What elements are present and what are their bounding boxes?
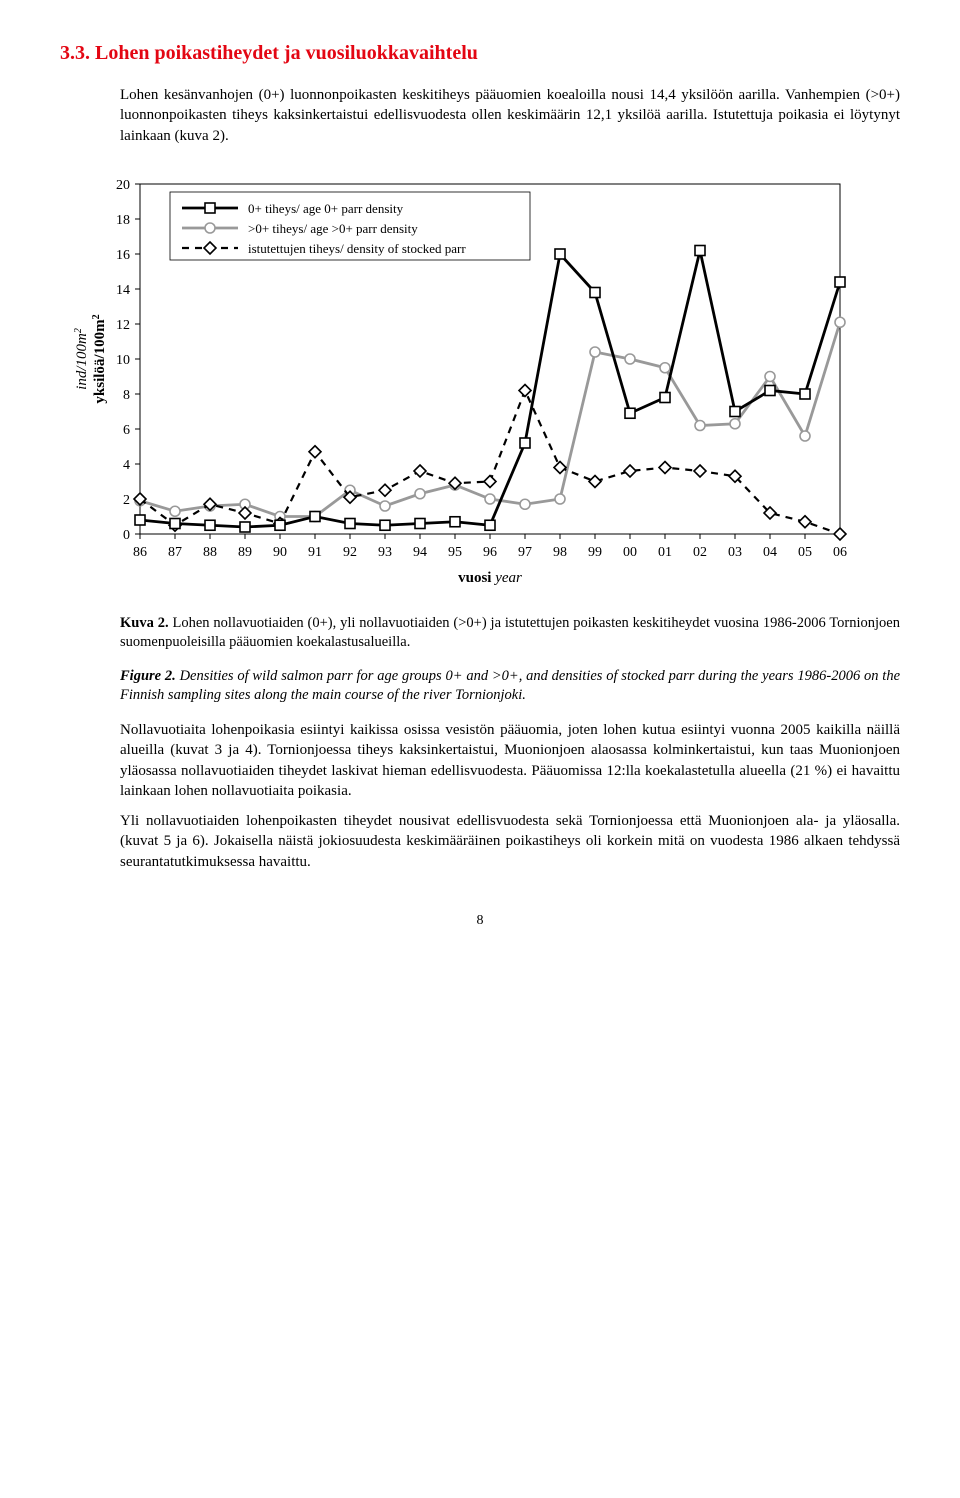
svg-text:6: 6 — [123, 423, 130, 438]
body-paragraph-1: Nollavuotiaita lohenpoikasia esiintyi ka… — [120, 720, 900, 801]
caption-en-text: Densities of wild salmon parr for age gr… — [120, 668, 900, 704]
svg-text:86: 86 — [133, 545, 147, 560]
caption-fi-text: Lohen nollavuotiaiden (0+), yli nollavuo… — [120, 615, 900, 651]
svg-text:99: 99 — [588, 545, 602, 560]
svg-text:95: 95 — [448, 545, 462, 560]
svg-text:16: 16 — [116, 248, 130, 263]
svg-text:98: 98 — [553, 545, 567, 560]
svg-text:06: 06 — [833, 545, 847, 560]
svg-text:92: 92 — [343, 545, 357, 560]
svg-text:94: 94 — [413, 545, 427, 560]
svg-text:14: 14 — [116, 283, 130, 298]
svg-text:istutettujen tiheys/ density o: istutettujen tiheys/ density of stocked … — [248, 241, 466, 256]
svg-text:00: 00 — [623, 545, 637, 560]
caption-en-label: Figure 2. — [120, 668, 176, 684]
intro-paragraph: Lohen kesänvanhojen (0+) luonnonpoikaste… — [120, 85, 900, 146]
svg-text:97: 97 — [518, 545, 532, 560]
svg-text:05: 05 — [798, 545, 812, 560]
svg-text:18: 18 — [116, 213, 130, 228]
svg-text:vuosi year: vuosi year — [458, 570, 522, 586]
caption-english: Figure 2. Densities of wild salmon parr … — [120, 667, 900, 706]
svg-text:10: 10 — [116, 353, 130, 368]
svg-text:0: 0 — [123, 528, 130, 543]
svg-text:93: 93 — [378, 545, 392, 560]
svg-text:03: 03 — [728, 545, 742, 560]
svg-text:01: 01 — [658, 545, 672, 560]
svg-text:>0+ tiheys/ age >0+ parr densi: >0+ tiheys/ age >0+ parr density — [248, 221, 418, 236]
caption-finnish: Kuva 2. Lohen nollavuotiaiden (0+), yli … — [120, 614, 900, 653]
chart-container: 0246810121416182086878889909192939495969… — [60, 164, 900, 594]
svg-text:91: 91 — [308, 545, 322, 560]
page-number: 8 — [60, 912, 900, 931]
svg-text:4: 4 — [123, 458, 130, 473]
caption-fi-label: Kuva 2. — [120, 615, 169, 631]
svg-text:04: 04 — [763, 545, 777, 560]
svg-text:8: 8 — [123, 388, 130, 403]
svg-text:20: 20 — [116, 178, 130, 193]
density-chart: 0246810121416182086878889909192939495969… — [60, 164, 860, 594]
svg-text:87: 87 — [168, 545, 182, 560]
svg-text:96: 96 — [483, 545, 497, 560]
intro-block: Lohen kesänvanhojen (0+) luonnonpoikaste… — [120, 85, 900, 146]
svg-text:88: 88 — [203, 545, 217, 560]
svg-text:ind/100m2yksilöä/100m2: ind/100m2yksilöä/100m2 — [73, 314, 109, 403]
svg-text:89: 89 — [238, 545, 252, 560]
svg-text:0+ tiheys/ age 0+ parr density: 0+ tiheys/ age 0+ parr density — [248, 201, 404, 216]
body-paragraph-2: Yli nollavuotiaiden lohenpoikasten tihey… — [120, 811, 900, 872]
section-heading: 3.3. Lohen poikastiheydet ja vuosiluokka… — [60, 40, 900, 67]
svg-text:12: 12 — [116, 318, 130, 333]
svg-text:2: 2 — [123, 493, 130, 508]
svg-text:90: 90 — [273, 545, 287, 560]
svg-text:02: 02 — [693, 545, 707, 560]
